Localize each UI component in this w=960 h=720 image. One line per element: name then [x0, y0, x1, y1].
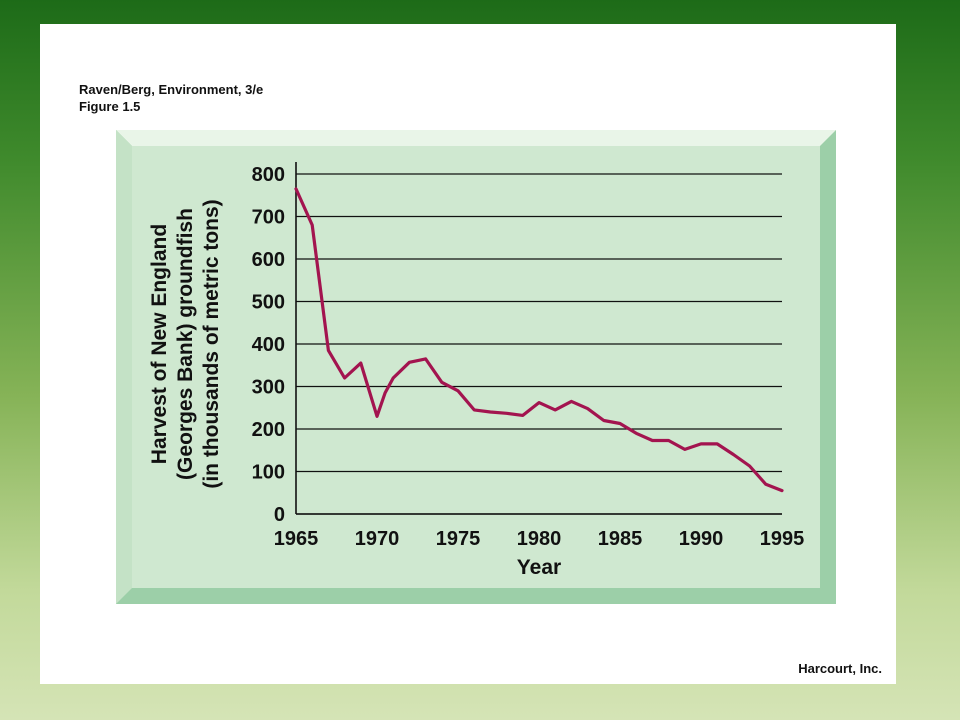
source-citation: Raven/Berg, Environment, 3/e: [79, 82, 264, 97]
x-tick-1970: 1970: [355, 528, 400, 550]
y-tick-800: 800: [252, 164, 285, 186]
y-tick-400: 400: [252, 334, 285, 356]
y-tick-500: 500: [252, 292, 285, 314]
series-group: [294, 187, 784, 493]
y-axis-title: Harvest of New England (Georges Bank) gr…: [148, 199, 223, 488]
publisher-credit: Harcourt, Inc.: [798, 661, 882, 676]
x-tick-labels: 1965 1970 1975 1980 1985 1990 1995: [274, 528, 805, 550]
panel-bevel-left: [116, 130, 132, 604]
y-tick-labels: 0 100 200 300 400 500 600 700 800: [252, 164, 285, 526]
x-tick-1965: 1965: [274, 528, 319, 550]
y-tick-700: 700: [252, 207, 285, 229]
y-axis-title-line-2: (Georges Bank) groundfish: [174, 208, 197, 480]
series-line-0: [294, 187, 784, 493]
axes: [295, 162, 782, 515]
x-tick-1995: 1995: [760, 528, 805, 550]
y-tick-200: 200: [252, 419, 285, 441]
x-tick-1985: 1985: [598, 528, 643, 550]
axis-titles: Year Harvest of New England (Georges Ban…: [148, 199, 561, 579]
panel-face: [132, 146, 820, 588]
slide-panel: Raven/Berg, Environment, 3/e Figure 1.5 …: [40, 24, 896, 684]
y-axis-title-line-1: Harvest of New England: [148, 224, 171, 464]
x-axis-title: Year: [517, 556, 561, 579]
x-tick-1980: 1980: [517, 528, 562, 550]
y-tick-0: 0: [274, 504, 285, 526]
y-axis-title-line-3: (in thousands of metric tons): [200, 199, 223, 488]
x-tick-1975: 1975: [436, 528, 481, 550]
panel-bevel-top: [116, 130, 836, 146]
y-tick-600: 600: [252, 249, 285, 271]
y-tick-100: 100: [252, 462, 285, 484]
y-tick-300: 300: [252, 377, 285, 399]
x-tick-1990: 1990: [679, 528, 724, 550]
figure-number: Figure 1.5: [79, 99, 141, 114]
